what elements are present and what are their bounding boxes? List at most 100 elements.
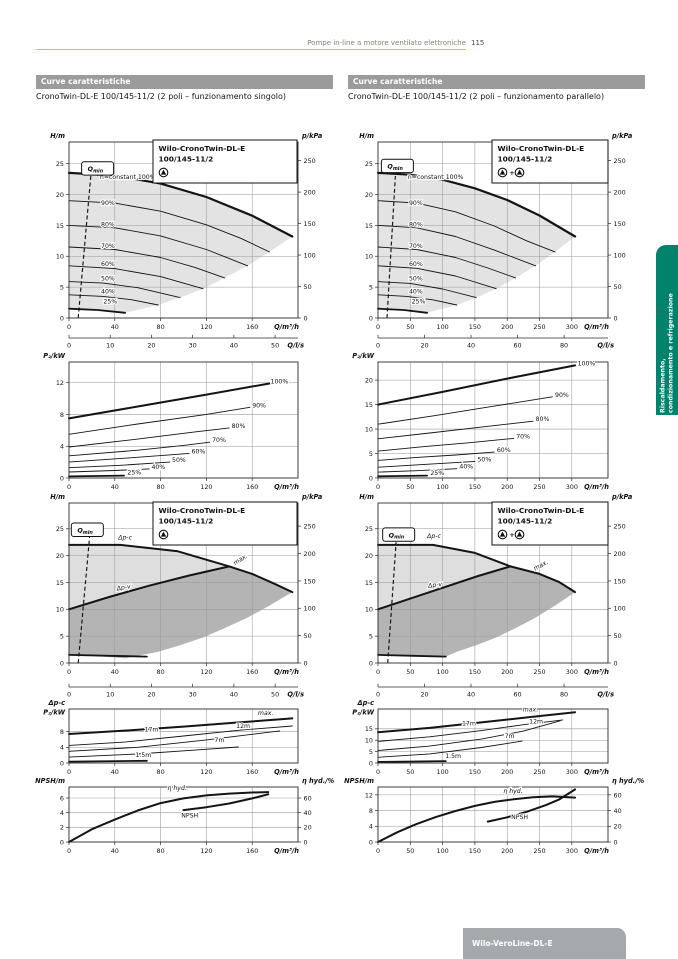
- curve-1.5m: [68, 759, 148, 763]
- y2-axis-label: p/kPa: [301, 132, 323, 140]
- y-tick-label: 4: [60, 443, 64, 451]
- pump-icon-triangle: [516, 169, 523, 175]
- y-axis-label: P₂/kW: [352, 352, 375, 360]
- x2-tick-label: 10: [106, 342, 114, 350]
- qmin-label: Qmin: [81, 161, 115, 176]
- qmin-limit-line: [77, 175, 92, 319]
- x-tick-label: 150: [469, 483, 481, 491]
- plot-border: [68, 786, 299, 843]
- curve-label: NPSH: [511, 814, 528, 821]
- y2-tick-label: 100: [304, 251, 316, 259]
- curve-25%: [377, 474, 429, 478]
- curve-label: max.: [258, 710, 273, 717]
- curve-label: Δp-v: [427, 581, 443, 590]
- curve-label: max.: [523, 707, 538, 714]
- curve-label: 12m: [236, 723, 250, 730]
- curve-40%: [377, 294, 458, 306]
- plot-border: [68, 708, 299, 764]
- x-tick-label: 50: [406, 323, 414, 331]
- x-axis-label: Q/m³/h: [584, 483, 609, 491]
- x-tick-label: 50: [406, 847, 414, 855]
- column-subtitle-single: CronoTwin-DL-E 100/145-11/2 (2 poli – fu…: [36, 92, 286, 101]
- y-tick-label: 12: [365, 791, 373, 799]
- y-tick-label: 0: [60, 838, 64, 846]
- curve-dp-v-limit: [377, 565, 512, 611]
- y2-tick-label: 100: [304, 605, 316, 613]
- pump-icon-triangle: [516, 531, 523, 537]
- y-tick-label: 25: [56, 160, 64, 168]
- curve-60%: [68, 452, 190, 463]
- section-bar-left: Curve caratteristiche: [36, 75, 333, 89]
- curve-label: 12m: [529, 718, 543, 725]
- y2-tick-label: 0: [614, 659, 618, 667]
- y-tick-label: 2: [60, 824, 64, 832]
- operating-envelope-1: [69, 566, 293, 659]
- y-tick-label: 0: [60, 474, 64, 482]
- tick-marks: [66, 797, 301, 845]
- y-tick-label: 20: [56, 191, 64, 199]
- y-axis-label: P₂/kW: [43, 709, 66, 717]
- x-axis-label: Q/m³/h: [274, 668, 299, 676]
- x2-tick-label: 50: [271, 342, 279, 350]
- y2-axis-label: η hyd./%: [612, 777, 645, 785]
- y-tick-label: 5: [369, 284, 373, 292]
- y-axis-label: H/m: [359, 132, 374, 140]
- y-tick-label: 12: [56, 379, 64, 387]
- x-tick-label: 0: [376, 768, 380, 776]
- curve-40%: [68, 294, 159, 306]
- curve-label: Δp-c: [426, 533, 441, 540]
- x-tick-label: 80: [157, 483, 165, 491]
- curve-7m: [377, 740, 523, 758]
- tick-marks: [66, 731, 253, 766]
- x2-tick-label: 30: [189, 342, 197, 350]
- curve-max-speed: [228, 565, 294, 594]
- axis-labels: 0 50 100 150 200 250 3000510152025050100150200…: [359, 493, 633, 699]
- section-bar-left-label: Curve caratteristiche: [41, 77, 131, 86]
- y2-tick-label: 150: [304, 220, 316, 228]
- y-tick-label: 4: [369, 823, 373, 831]
- x-axis-label: Q/m³/h: [584, 847, 609, 855]
- axis-labels: 0 40 80 120 160 0 4 8 12 Q/m³/h P₂/kW 100% 90% 80% 70%…: [43, 352, 299, 491]
- x-tick-label: 250: [533, 768, 545, 776]
- x2-tick-label: 0: [376, 342, 380, 350]
- y-tick-label: 10: [365, 737, 373, 745]
- curve-100%: [376, 171, 577, 238]
- curve-40%: [377, 468, 458, 473]
- curve-label: NPSH: [181, 812, 198, 819]
- y-tick-label: 0: [369, 759, 373, 767]
- y-tick-label: 0: [60, 659, 64, 667]
- plot-border: [377, 361, 609, 479]
- y2-tick-label: 40: [304, 809, 312, 817]
- y-tick-label: 5: [369, 450, 373, 458]
- x-tick-label: 40: [111, 768, 119, 776]
- x-tick-label: 250: [533, 847, 545, 855]
- curve-label: 70%: [212, 437, 226, 444]
- y2-tick-label: 250: [614, 157, 626, 165]
- curve-60%: [377, 451, 495, 461]
- x-axis-label: Q/m³/h: [584, 768, 609, 776]
- side-tab-line-2: condizionamento e refrigerazione: [667, 293, 674, 413]
- curve-label: 50%: [101, 276, 115, 283]
- y-axis-label: H/m: [50, 493, 65, 501]
- y2-axis-label: p/kPa: [611, 493, 633, 501]
- curve-label: 17m: [462, 720, 476, 727]
- x-tick-label: 200: [501, 323, 513, 331]
- operating-envelope-1: [378, 566, 576, 657]
- y2-axis-label: η hyd./%: [302, 777, 335, 785]
- curve-dp-c-limit: [377, 543, 512, 568]
- curve-label: 80%: [409, 222, 423, 229]
- y2-tick-label: 0: [304, 314, 308, 322]
- curve-80%: [377, 420, 534, 440]
- curve-label: 17m: [145, 726, 159, 733]
- y-tick-label: 0: [369, 314, 373, 322]
- x-tick-label: 40: [111, 668, 119, 676]
- x-tick-label: 0: [67, 483, 71, 491]
- chart-title-line: 100/145-11/2: [498, 155, 553, 164]
- side-tab-category: Riscaldamento, condizionamento e refrige…: [656, 245, 678, 415]
- axis-labels: 0 40 80 120 160 0 4 8 Q/m³/h Δp-c P₂/kW max. 17m 12m 7…: [43, 699, 299, 776]
- x-tick-label: 50: [406, 768, 414, 776]
- curve-12m: [68, 730, 281, 752]
- y-axis-label: NPSH/m: [35, 777, 65, 785]
- curve-80%: [68, 427, 230, 448]
